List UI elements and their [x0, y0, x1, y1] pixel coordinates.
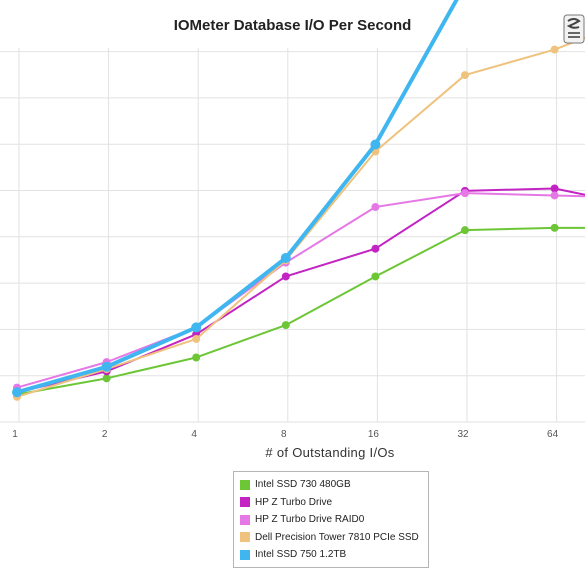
x-tick-label: 32: [457, 429, 469, 440]
data-point: [281, 321, 290, 330]
x-tick-label: 4: [191, 429, 197, 440]
series-line: [16, 187, 585, 394]
x-tick-labels: 1 2 4 8 16 32 64: [12, 429, 558, 440]
legend-label: Intel SSD 750 1.2TB: [255, 549, 347, 561]
data-point: [461, 71, 469, 80]
data-point: [12, 387, 22, 398]
legend-swatch: [240, 514, 250, 525]
legend-label: HP Z Turbo Drive RAID0: [255, 514, 365, 526]
legend-item: HP Z Turbo Drive RAID0: [240, 511, 422, 529]
legend-swatch: [240, 532, 250, 543]
data-point: [191, 322, 202, 333]
data-point: [550, 223, 559, 232]
data-point: [550, 191, 559, 200]
x-axis-label: # of Outstanding I/Os: [265, 445, 395, 460]
legend-label: Intel SSD 730 480GB: [255, 479, 351, 491]
legend-item: Dell Precision Tower 7810 PCIe SSD: [240, 529, 422, 547]
legend-swatch: [240, 497, 250, 508]
storagereview-logo-icon: [563, 14, 585, 44]
data-point: [371, 244, 380, 253]
data-point: [371, 272, 380, 281]
x-tick-label: 1: [12, 429, 18, 440]
data-point: [280, 252, 291, 263]
legend-item: Intel SSD 730 480GB: [240, 476, 422, 494]
data-point: [192, 334, 201, 343]
series-line: [16, 192, 585, 389]
data-point: [370, 139, 381, 150]
series-lines: [12, 0, 585, 401]
data-point: [550, 184, 559, 193]
data-point: [101, 361, 112, 372]
x-tick-label: 8: [281, 429, 287, 440]
legend-swatch: [240, 549, 250, 560]
series-line: [16, 0, 459, 395]
data-point: [102, 374, 111, 383]
data-point: [281, 272, 290, 281]
legend-swatch: [240, 479, 250, 490]
x-tick-label: 64: [547, 429, 559, 440]
grid-lines: [0, 48, 585, 423]
data-point: [461, 189, 469, 198]
legend-label: Dell Precision Tower 7810 PCIe SSD: [255, 531, 419, 543]
series-line: [16, 226, 585, 396]
legend-item: HP Z Turbo Drive: [240, 494, 422, 512]
series-line: [16, 36, 585, 398]
chart-title: IOMeter Database I/O Per Second: [173, 17, 412, 34]
x-tick-label: 2: [102, 429, 108, 440]
legend-item: Intel SSD 750 1.2TB: [240, 546, 422, 564]
data-point: [550, 45, 559, 54]
legend: Intel SSD 730 480GB HP Z Turbo Drive HP Z …: [233, 471, 429, 568]
legend-label: HP Z Turbo Drive: [255, 496, 333, 508]
data-point: [371, 203, 380, 212]
data-point: [461, 226, 469, 235]
x-tick-label: 16: [368, 429, 380, 440]
data-point: [192, 353, 201, 362]
